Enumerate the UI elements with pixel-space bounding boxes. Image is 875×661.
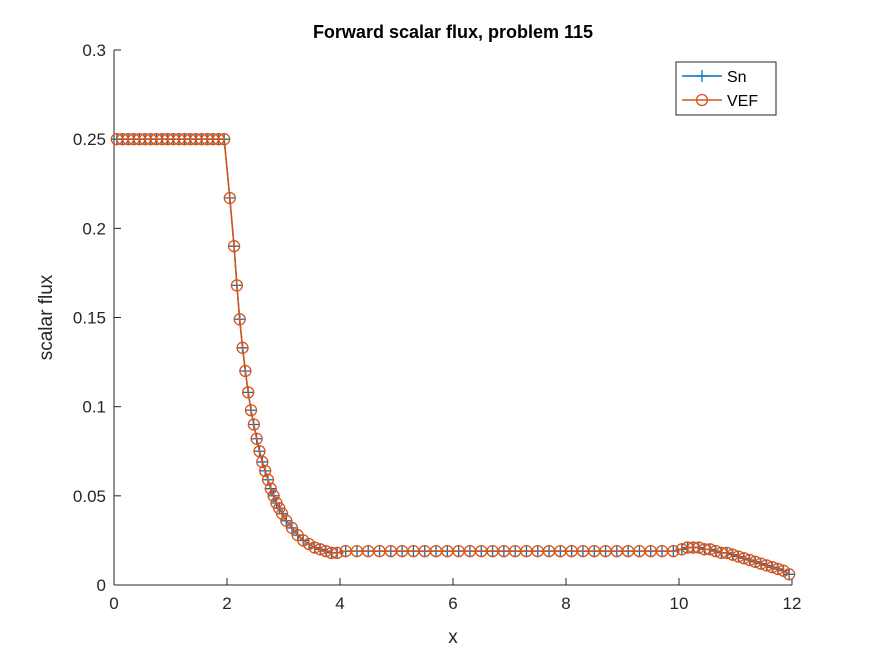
- data-point-vef: [212, 133, 225, 146]
- data-point-vef: [749, 555, 762, 568]
- data-point-vef: [766, 561, 779, 574]
- data-point-vef: [325, 546, 338, 560]
- data-point-vef: [726, 548, 739, 561]
- x-tick-label: 2: [222, 594, 231, 613]
- data-point-vef: [239, 364, 252, 378]
- data-point-vef: [275, 507, 289, 520]
- series-line-vef: [116, 138, 790, 575]
- data-point-vef: [264, 482, 277, 495]
- x-tick-label: 8: [561, 594, 570, 613]
- legend-items: Sn VEF: [682, 69, 758, 110]
- data-point-vef: [233, 313, 246, 326]
- x-axis-ticks: 0 2 4 6 8 10 12: [109, 578, 801, 613]
- x-tick-label: 10: [670, 594, 689, 613]
- x-tick-label: 4: [335, 594, 344, 613]
- data-point-vef: [267, 489, 280, 502]
- data-point-vef: [760, 559, 773, 572]
- data-point-vef: [737, 552, 751, 565]
- y-tick-label: 0.1: [82, 398, 106, 417]
- data-point-vef: [223, 191, 236, 205]
- data-point-vef: [230, 279, 244, 292]
- series-vef: [110, 133, 796, 581]
- data-point-vef: [236, 341, 249, 354]
- data-point-vef: [783, 568, 796, 581]
- legend-item-sn: Sn: [682, 69, 747, 86]
- y-axis-title: scalar flux: [36, 274, 57, 360]
- data-point-vef: [227, 240, 241, 253]
- data-point-vef: [244, 404, 258, 417]
- data-point-vef: [703, 543, 717, 556]
- data-point-vef: [720, 546, 734, 560]
- x-tick-label: 6: [448, 594, 457, 613]
- y-tick-label: 0.05: [73, 487, 106, 506]
- data-point-vef: [331, 546, 344, 560]
- y-axis-ticks: 0 0.05 0.1 0.15 0.2 0.25 0.3: [73, 41, 121, 595]
- chart-title: Forward scalar flux, problem 115: [313, 22, 593, 42]
- legend: Sn VEF: [675, 61, 777, 116]
- data-point-vef: [261, 473, 275, 486]
- legend-marker: [696, 70, 708, 82]
- legend-box: [675, 61, 777, 116]
- y-tick-label: 0.25: [73, 130, 106, 149]
- data-point-vef: [732, 550, 745, 563]
- legend-label: VEF: [727, 93, 758, 110]
- y-tick-label: 0.2: [82, 219, 106, 238]
- x-axis-title: x: [448, 627, 458, 648]
- data-point-vef: [667, 544, 680, 558]
- x-tick-label: 0: [109, 594, 118, 613]
- data-point-vef: [754, 557, 768, 570]
- data-point-vef: [247, 418, 260, 431]
- data-point-vef: [242, 386, 255, 399]
- data-point-vef: [771, 562, 785, 576]
- data-point-vef: [250, 432, 263, 445]
- series-group: [110, 133, 796, 581]
- data-point-vef: [218, 133, 231, 146]
- legend-label: Sn: [727, 69, 747, 86]
- y-tick-label: 0.15: [73, 309, 106, 328]
- data-point-vef: [308, 541, 321, 554]
- data-point-vef: [256, 455, 269, 469]
- data-point-vef: [314, 543, 327, 556]
- y-tick-label: 0.3: [82, 41, 106, 60]
- data-point-vef: [258, 464, 272, 478]
- legend-item-vef: VEF: [682, 93, 758, 110]
- x-tick-label: 12: [783, 594, 802, 613]
- legend-marker: [695, 93, 709, 107]
- y-tick-label: 0: [97, 576, 106, 595]
- plot-area: [114, 50, 792, 585]
- data-point-vef: [743, 553, 756, 567]
